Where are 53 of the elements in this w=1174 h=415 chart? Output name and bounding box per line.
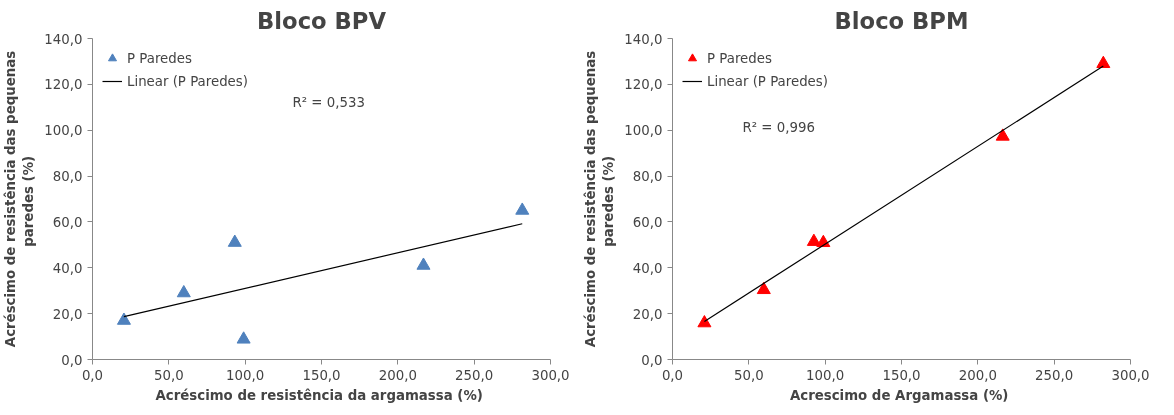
y-tick-label: 0,0 xyxy=(641,352,663,368)
point xyxy=(697,315,712,328)
x-tick-label: 300,0 xyxy=(1111,367,1150,383)
y-tick-label: 140,0 xyxy=(44,31,83,47)
point xyxy=(995,128,1010,141)
point xyxy=(416,257,431,270)
point xyxy=(756,281,771,295)
x-tick-label: 200,0 xyxy=(958,367,997,383)
x-tick-label: 0,0 xyxy=(81,367,104,383)
y-tick-label: 100,0 xyxy=(624,123,663,139)
x-tick-label: 50,0 xyxy=(154,367,184,383)
legend-label: P Paredes xyxy=(707,50,772,66)
x-tick-label: 200,0 xyxy=(378,367,417,383)
y-axis-title: Acréscimo de resistência das pequenas paredes (%) xyxy=(583,50,617,348)
legend-label: P Paredes xyxy=(127,50,192,66)
y-tick-label: 40,0 xyxy=(52,260,83,276)
point xyxy=(806,233,821,246)
y-tick-label: 20,0 xyxy=(632,306,663,322)
chart-title: Bloco BPM xyxy=(834,7,969,34)
legend-label: Linear (P Paredes) xyxy=(707,73,828,89)
legend-label: Linear (P Paredes) xyxy=(127,73,248,89)
y-tick-label: 140,0 xyxy=(624,31,663,47)
y-tick-label: 100,0 xyxy=(44,123,83,139)
point xyxy=(236,331,251,344)
annotation: R² = 0,533 xyxy=(292,94,365,110)
chart-title: Bloco BPV xyxy=(257,7,387,34)
y-tick-label: 80,0 xyxy=(632,169,663,185)
point xyxy=(1096,55,1111,68)
point xyxy=(227,234,242,247)
y-tick-label: 120,0 xyxy=(44,77,83,93)
y-tick-label: 80,0 xyxy=(52,169,83,185)
y-tick-label: 40,0 xyxy=(632,260,663,276)
x-tick-label: 150,0 xyxy=(882,367,921,383)
point xyxy=(515,202,530,215)
x-tick-label: 100,0 xyxy=(226,367,265,383)
y-tick-label: 20,0 xyxy=(52,306,83,322)
x-tick-label: 300,0 xyxy=(531,367,570,383)
y-axis-title: Acréscimo de resistência das pequenas paredes (%) xyxy=(3,50,37,348)
point xyxy=(116,312,131,325)
x-tick-label: 250,0 xyxy=(455,367,494,383)
y-tick-label: 120,0 xyxy=(624,77,663,93)
x-tick-label: 100,0 xyxy=(806,367,845,383)
point xyxy=(176,285,191,298)
x-tick-label: 0,0 xyxy=(661,367,684,383)
x-tick-label: 50,0 xyxy=(734,367,764,383)
y-tick-label: 0,0 xyxy=(61,352,83,368)
x-axis-title: Acréscimo de resistência da argamassa (%) xyxy=(155,387,483,403)
y-tick-label: 60,0 xyxy=(52,214,83,230)
annotation: R² = 0,996 xyxy=(742,119,815,135)
x-axis-title: Acrescimo de Argamassa (%) xyxy=(789,387,1009,403)
y-tick-label: 60,0 xyxy=(632,214,663,230)
x-tick-label: 150,0 xyxy=(302,367,341,383)
x-tick-label: 250,0 xyxy=(1035,367,1074,383)
